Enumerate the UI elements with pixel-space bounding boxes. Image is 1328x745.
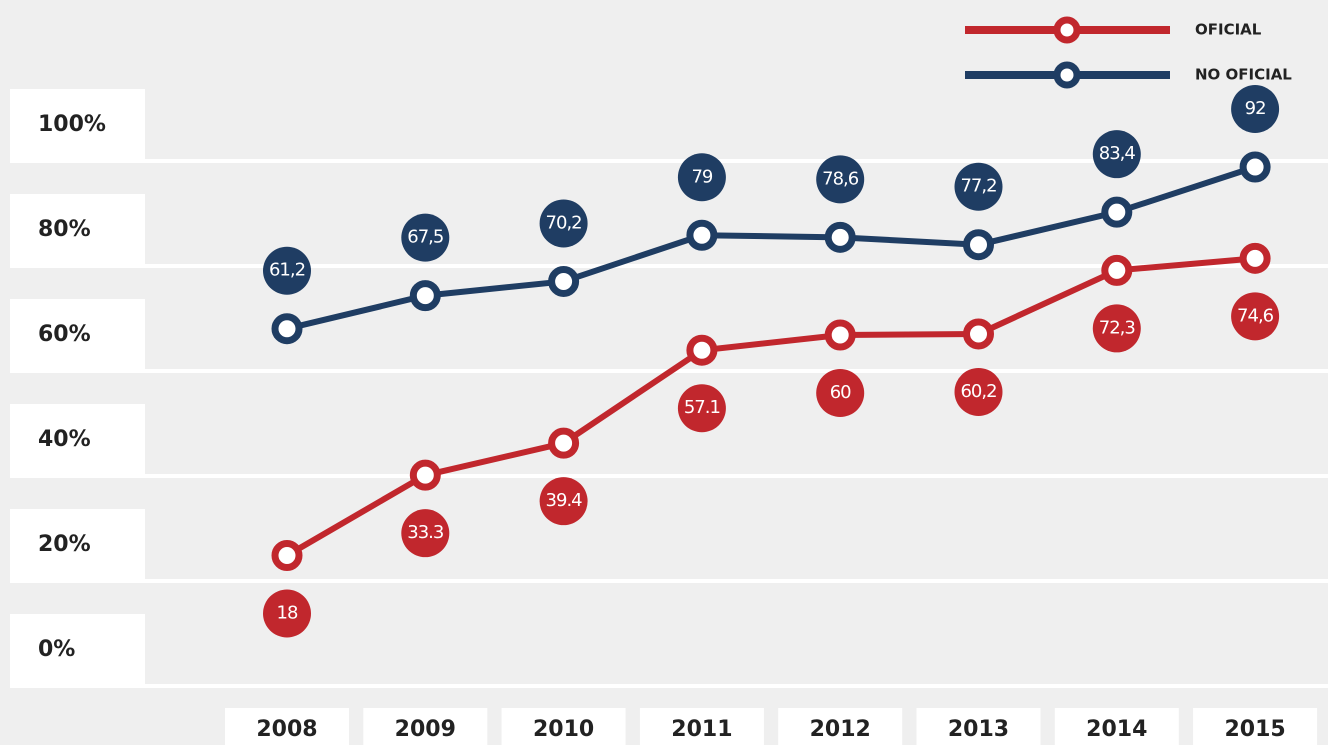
data-label: 57.1 — [684, 397, 720, 418]
point — [1239, 242, 1271, 274]
data-label: 79 — [691, 166, 712, 187]
y-tick-label: 60% — [38, 322, 91, 347]
point — [409, 280, 441, 312]
data-label: 70,2 — [546, 212, 582, 233]
tick-box — [10, 194, 145, 266]
point — [824, 319, 856, 351]
x-tick-label: 2012 — [810, 717, 871, 742]
point — [963, 318, 994, 350]
data-label: 92 — [1245, 98, 1266, 119]
label-bubble — [1231, 85, 1280, 133]
data-label: 61,2 — [269, 260, 305, 281]
category-box — [639, 708, 764, 745]
y-tick-label: 40% — [38, 427, 91, 452]
point — [271, 540, 303, 571]
category-box — [778, 708, 903, 745]
point — [963, 229, 994, 261]
label-bubble — [1092, 130, 1141, 179]
point — [409, 459, 441, 491]
label-bubble — [1092, 304, 1141, 353]
point — [1101, 196, 1133, 228]
category-box — [501, 708, 626, 745]
label-bubble — [816, 369, 865, 417]
x-tick-label: 2011 — [671, 717, 732, 742]
category-box — [1193, 708, 1318, 745]
x-tick-label: 2008 — [256, 717, 317, 742]
label-bubble — [954, 162, 1003, 211]
label-bubble — [1231, 292, 1280, 341]
x-tick-label: 2009 — [395, 717, 456, 742]
label-bubble — [677, 153, 726, 202]
series-line — [286, 164, 1257, 332]
x-tick-label: 2015 — [1224, 717, 1285, 742]
label-bubble — [401, 509, 450, 558]
label-bubble — [401, 213, 450, 262]
label-bubble — [677, 384, 726, 433]
data-label: 83,4 — [1099, 143, 1136, 164]
point — [271, 313, 303, 345]
tick-box — [10, 89, 145, 161]
series-line — [285, 255, 1256, 559]
point — [548, 427, 580, 459]
y-tick-label: 20% — [38, 532, 91, 557]
tick-box — [10, 404, 145, 476]
category-box — [1054, 708, 1179, 745]
data-label: 77,2 — [960, 176, 996, 197]
x-tick-label: 2010 — [533, 717, 594, 742]
point — [824, 221, 856, 253]
legend-marker — [1053, 16, 1081, 44]
data-label: 33.3 — [407, 522, 444, 543]
label-bubble — [816, 155, 865, 204]
category-box — [916, 708, 1041, 745]
data-label: 74,6 — [1237, 305, 1274, 326]
y-tick-label: 0% — [38, 637, 75, 662]
data-label: 67,5 — [407, 227, 443, 248]
label-bubble — [539, 477, 588, 526]
data-label: 72,3 — [1099, 317, 1136, 338]
label-bubble — [954, 367, 1003, 416]
x-tick-label: 2013 — [948, 717, 1009, 742]
y-tick-label: 100% — [38, 112, 106, 137]
point — [686, 334, 718, 366]
point — [548, 265, 580, 297]
tick-box — [10, 509, 145, 581]
tick-box — [10, 614, 145, 686]
data-label: 60 — [830, 382, 851, 403]
data-label: 18 — [277, 603, 298, 624]
legend-label: NO OFICIAL — [1195, 66, 1292, 84]
data-label: 39.4 — [546, 490, 583, 511]
label-bubble — [263, 246, 311, 295]
point — [1239, 151, 1271, 183]
y-tick-label: 80% — [38, 217, 91, 242]
legend-label: OFICIAL — [1195, 21, 1262, 39]
category-box — [363, 708, 488, 745]
point — [686, 219, 718, 251]
x-tick-label: 2014 — [1086, 717, 1147, 742]
point — [1101, 254, 1133, 286]
tick-box — [10, 299, 145, 371]
legend-marker — [1053, 61, 1081, 89]
data-label: 60,2 — [960, 381, 996, 402]
label-bubble — [263, 589, 311, 638]
label-bubble — [539, 199, 588, 248]
category-box — [225, 708, 349, 745]
data-label: 78,6 — [822, 168, 859, 189]
